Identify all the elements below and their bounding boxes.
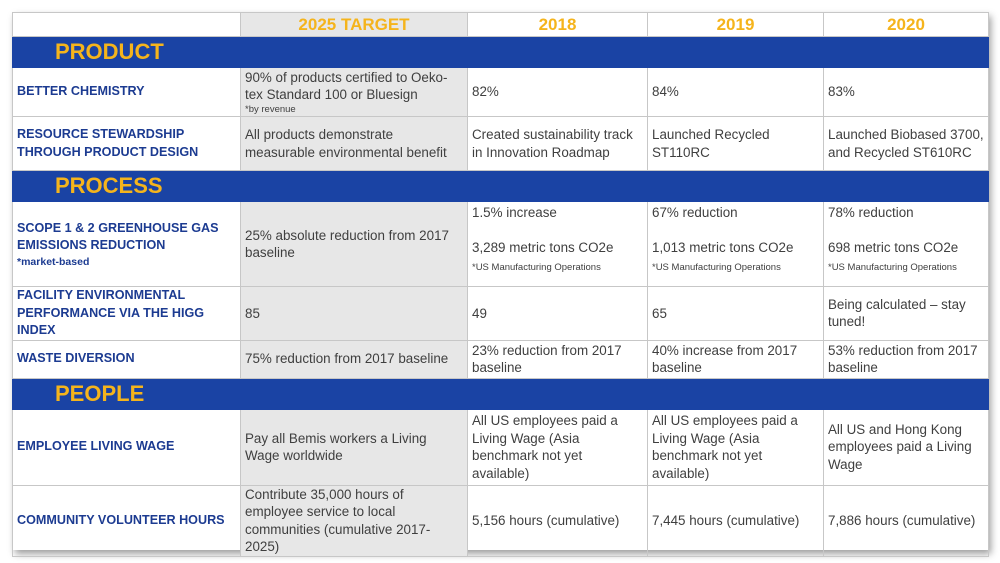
header-blank-cell xyxy=(12,12,241,37)
cell-2019-volunteer-hours: 7,445 hours (cumulative) xyxy=(647,484,824,557)
label-scope-emissions-text: SCOPE 1 & 2 GREENHOUSE GAS EMISSIONS RED… xyxy=(17,220,219,253)
cell-2019-scope-emissions: 67% reduction 1,013 metric tons CO2e *US… xyxy=(647,201,824,287)
cell-2019-resource-stewardship: Launched Recycled ST110RC xyxy=(647,116,824,171)
label-living-wage: EMPLOYEE LIVING WAGE xyxy=(12,408,241,486)
row-waste-diversion: WASTE DIVERSION 75% reduction from 2017 … xyxy=(12,339,989,379)
target-better-chemistry-note: *by revenue xyxy=(245,103,296,115)
cell-2018-waste-diversion: 23% reduction from 2017 baseline xyxy=(467,339,648,379)
cell-2020-waste-diversion: 53% reduction from 2017 baseline xyxy=(823,339,989,379)
cell-2018-volunteer-hours: 5,156 hours (cumulative) xyxy=(467,484,648,557)
target-resource-stewardship: All products demonstrate measurable envi… xyxy=(240,116,468,171)
row-resource-stewardship: RESOURCE STEWARDSHIP THROUGH PRODUCT DES… xyxy=(12,116,989,171)
cell-2020-scope-emissions: 78% reduction 698 metric tons CO2e *US M… xyxy=(823,201,989,287)
cell-2018-living-wage: All US employees paid a Living Wage (Asi… xyxy=(467,408,648,486)
label-waste-diversion: WASTE DIVERSION xyxy=(12,339,241,379)
row-better-chemistry: BETTER CHEMISTRY 90% of products certifi… xyxy=(12,67,989,117)
scope-2019-change: 67% reduction xyxy=(652,205,738,220)
cell-2020-living-wage: All US and Hong Kong employees paid a Li… xyxy=(823,408,989,486)
label-scope-emissions-note: *market-based xyxy=(17,255,90,268)
target-better-chemistry: 90% of products certified to Oeko-tex St… xyxy=(240,67,468,117)
header-2020: 2020 xyxy=(823,12,989,37)
cell-2019-waste-diversion: 40% increase from 2017 baseline xyxy=(647,339,824,379)
header-2019: 2019 xyxy=(647,12,824,37)
target-facility-performance: 85 xyxy=(240,286,468,341)
label-volunteer-hours: COMMUNITY VOLUNTEER HOURS xyxy=(12,484,241,557)
cell-2018-resource-stewardship: Created sustainability track in Innovati… xyxy=(467,116,648,171)
label-scope-emissions: SCOPE 1 & 2 GREENHOUSE GAS EMISSIONS RED… xyxy=(12,201,241,287)
cell-2018-scope-emissions: 1.5% increase 3,289 metric tons CO2e *US… xyxy=(467,201,648,287)
target-scope-emissions: 25% absolute reduction from 2017 baselin… xyxy=(240,201,468,287)
target-waste-diversion: 75% reduction from 2017 baseline xyxy=(240,339,468,379)
cell-2018-better-chemistry: 82% xyxy=(467,67,648,117)
section-process-row: PROCESS xyxy=(12,170,989,202)
target-volunteer-hours: Contribute 35,000 hours of employee serv… xyxy=(240,484,468,557)
cell-2019-better-chemistry: 84% xyxy=(647,67,824,117)
section-people: PEOPLE xyxy=(12,377,989,410)
header-2018: 2018 xyxy=(467,12,648,37)
scope-2020-note: *US Manufacturing Operations xyxy=(828,262,957,273)
cell-2020-volunteer-hours: 7,886 hours (cumulative) xyxy=(823,484,989,557)
header-row: 2025 TARGET 2018 2019 2020 xyxy=(12,12,989,37)
target-living-wage: Pay all Bemis workers a Living Wage worl… xyxy=(240,408,468,486)
sustainability-table-frame: 2025 TARGET 2018 2019 2020 PRODUCT BETTE… xyxy=(12,12,989,557)
scope-2018-change: 1.5% increase xyxy=(472,205,557,220)
section-process: PROCESS xyxy=(12,170,989,202)
section-product: PRODUCT xyxy=(12,36,989,68)
row-facility-performance: FACILITY ENVIRONMENTAL PERFORMANCE VIA T… xyxy=(12,286,989,341)
scope-2019-tons: 1,013 metric tons CO2e xyxy=(652,239,794,255)
target-better-chemistry-text: 90% of products certified to Oeko-tex St… xyxy=(245,69,448,103)
cell-2020-better-chemistry: 83% xyxy=(823,67,989,117)
cell-2019-facility-performance: 65 xyxy=(647,286,824,341)
header-2025-target: 2025 TARGET xyxy=(240,12,468,37)
section-product-row: PRODUCT xyxy=(12,36,989,68)
row-volunteer-hours: COMMUNITY VOLUNTEER HOURS Contribute 35,… xyxy=(12,484,989,557)
row-living-wage: EMPLOYEE LIVING WAGE Pay all Bemis worke… xyxy=(12,408,989,486)
scope-2020-tons: 698 metric tons CO2e xyxy=(828,239,959,255)
cell-2018-facility-performance: 49 xyxy=(467,286,648,341)
label-facility-performance: FACILITY ENVIRONMENTAL PERFORMANCE VIA T… xyxy=(12,286,241,341)
row-scope-emissions: SCOPE 1 & 2 GREENHOUSE GAS EMISSIONS RED… xyxy=(12,201,989,287)
label-better-chemistry: BETTER CHEMISTRY xyxy=(12,67,241,117)
label-resource-stewardship: RESOURCE STEWARDSHIP THROUGH PRODUCT DES… xyxy=(12,116,241,171)
sustainability-goals-table: 2025 TARGET 2018 2019 2020 PRODUCT BETTE… xyxy=(12,12,989,557)
cell-2020-facility-performance: Being calculated – stay tuned! xyxy=(823,286,989,341)
scope-2019-note: *US Manufacturing Operations xyxy=(652,262,781,273)
cell-2019-living-wage: All US employees paid a Living Wage (Asi… xyxy=(647,408,824,486)
cell-2020-resource-stewardship: Launched Biobased 3700, and Recycled ST6… xyxy=(823,116,989,171)
scope-2018-note: *US Manufacturing Operations xyxy=(472,262,601,273)
scope-2018-tons: 3,289 metric tons CO2e xyxy=(472,239,614,255)
scope-2020-change: 78% reduction xyxy=(828,205,914,220)
section-people-row: PEOPLE xyxy=(12,377,989,410)
